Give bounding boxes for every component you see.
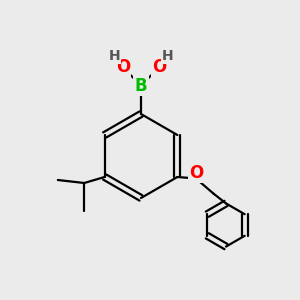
Text: H: H: [162, 49, 173, 63]
Text: B: B: [135, 76, 147, 94]
Text: H: H: [109, 49, 120, 63]
Text: O: O: [152, 58, 166, 76]
Text: O: O: [189, 164, 203, 181]
Text: O: O: [116, 58, 130, 76]
